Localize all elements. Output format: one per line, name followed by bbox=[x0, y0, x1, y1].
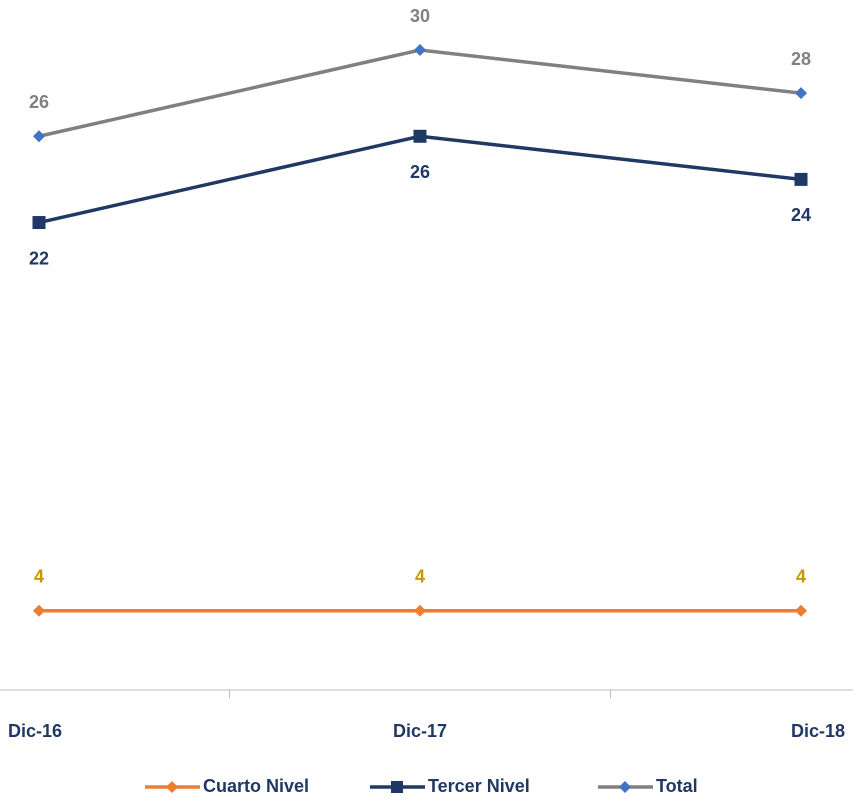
marker bbox=[413, 129, 427, 143]
data-label: 30 bbox=[410, 6, 430, 26]
data-label: 22 bbox=[29, 248, 49, 268]
x-tick-label: Dic-16 bbox=[8, 721, 62, 741]
marker bbox=[795, 87, 807, 100]
data-label: 28 bbox=[791, 49, 811, 69]
marker bbox=[33, 130, 45, 143]
x-tick-label: Dic-17 bbox=[393, 721, 447, 741]
legend-label: Tercer Nivel bbox=[428, 776, 530, 796]
data-label: 4 bbox=[34, 566, 44, 586]
marker bbox=[33, 604, 45, 617]
marker bbox=[794, 172, 808, 186]
data-label: 4 bbox=[796, 566, 806, 586]
legend-label: Cuarto Nivel bbox=[203, 776, 309, 796]
marker bbox=[795, 604, 807, 617]
marker bbox=[414, 44, 426, 56]
data-label: 4 bbox=[415, 566, 425, 586]
data-label: 26 bbox=[410, 162, 430, 182]
legend-marker bbox=[391, 781, 403, 793]
marker bbox=[414, 604, 426, 617]
legend-marker bbox=[166, 781, 178, 793]
data-label: 26 bbox=[29, 92, 49, 112]
data-label: 24 bbox=[791, 205, 811, 225]
x-tick-label: Dic-18 bbox=[791, 721, 845, 741]
legend-marker bbox=[619, 781, 631, 793]
marker bbox=[32, 216, 46, 230]
legend-label: Total bbox=[656, 776, 698, 796]
series-line bbox=[38, 48, 802, 138]
